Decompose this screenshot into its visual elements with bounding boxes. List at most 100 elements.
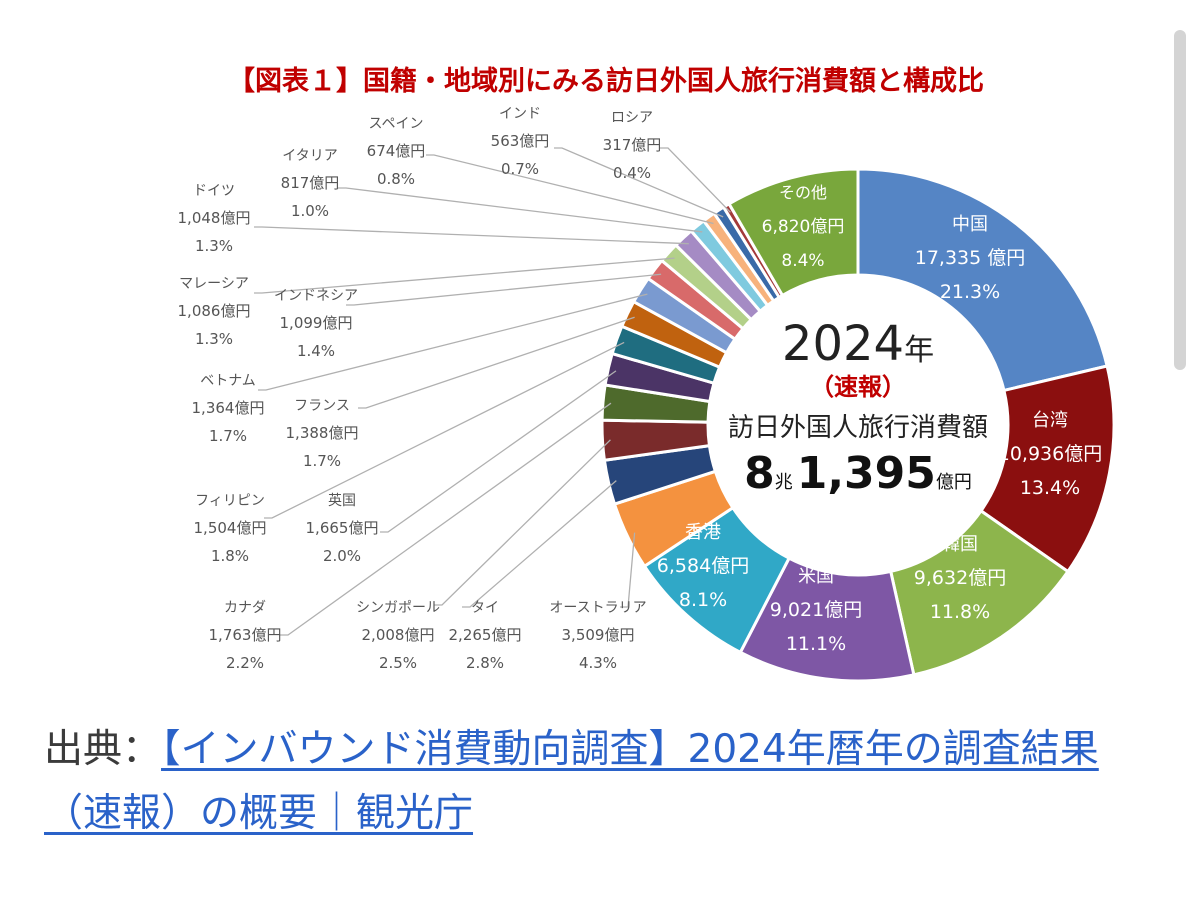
outside-label-9: 英国 1,665億円 2.0% bbox=[306, 492, 379, 565]
center-label: 訪日外国人旅行消費額 bbox=[728, 413, 988, 443]
outside-label-pct_label: 1.4% bbox=[297, 342, 335, 360]
outside-label-13: インドネシア 1,099億円 1.4% bbox=[274, 288, 358, 360]
outside-label-pct_label: 1.7% bbox=[303, 452, 341, 470]
outside-label-pct_label: 1.3% bbox=[195, 330, 233, 348]
slice-label-name: 台湾 bbox=[1032, 410, 1068, 431]
outside-label-pct_label: 1.8% bbox=[211, 547, 249, 565]
outside-label-pct_label: 2.0% bbox=[323, 547, 361, 565]
outside-label-amount: 317億円 bbox=[603, 136, 662, 154]
outside-label-name: フランス bbox=[294, 398, 350, 414]
slice-label-pct_label: 13.4% bbox=[1020, 477, 1080, 499]
leader-line-13 bbox=[346, 273, 662, 306]
outside-label-name: インドネシア bbox=[274, 288, 358, 304]
slice-label-0: 中国 17,335 億円 21.3% bbox=[915, 214, 1026, 303]
leader-line-12 bbox=[258, 293, 648, 391]
outside-label-amount: 2,008億円 bbox=[362, 626, 435, 644]
chart-title: 【図表１】国籍・地域別にみる訪日外国人旅行消費額と構成比 bbox=[228, 65, 984, 97]
center-total: 8兆1,395億円 bbox=[744, 448, 972, 499]
slice-label-name: 中国 bbox=[952, 214, 988, 235]
outside-label-14: マレーシア 1,086億円 1.3% bbox=[178, 276, 251, 348]
outside-label-pct_label: 4.3% bbox=[579, 654, 617, 672]
slice-label-amount: 9,632億円 bbox=[914, 567, 1006, 589]
slice-0 bbox=[856, 167, 1109, 393]
slice-label-2: 韓国 9,632億円 11.8% bbox=[914, 534, 1006, 623]
leader-line-11 bbox=[358, 316, 635, 409]
outside-label-10: フィリピン 1,504億円 1.8% bbox=[194, 493, 267, 565]
outside-label-pct_label: 1.7% bbox=[209, 427, 247, 445]
leader-line-17 bbox=[426, 154, 714, 225]
outside-label-name: フィリピン bbox=[195, 493, 265, 509]
source-link[interactable]: 【インバウンド消費動向調査】2024年暦年の調査結果（速報）の概要｜観光庁 bbox=[44, 727, 1099, 836]
donut-chart: 【図表１】国籍・地域別にみる訪日外国人旅行消費額と構成比 中国 17,335 億円… bbox=[178, 65, 1116, 683]
outside-label-amount: 1,364億円 bbox=[192, 399, 265, 417]
outside-label-name: スペイン bbox=[368, 116, 423, 132]
leader-line-10 bbox=[264, 341, 625, 519]
outside-label-amount: 3,509億円 bbox=[562, 626, 635, 644]
slice-label-pct_label: 11.8% bbox=[930, 601, 990, 623]
outside-label-amount: 1,048億円 bbox=[178, 209, 251, 227]
slice-label-name: その他 bbox=[779, 183, 827, 202]
outside-label-pct_label: 2.8% bbox=[466, 654, 504, 672]
outside-label-pct_label: 1.0% bbox=[291, 202, 329, 220]
leader-line-16 bbox=[338, 187, 703, 233]
outside-label-11: フランス 1,388億円 1.7% bbox=[286, 398, 359, 470]
leader-line-14 bbox=[254, 257, 675, 294]
outside-label-15: ドイツ 1,048億円 1.3% bbox=[178, 183, 251, 255]
outside-label-amount: 1,099億円 bbox=[280, 314, 353, 332]
leader-line-18 bbox=[554, 147, 724, 218]
outside-label-name: シンガポール bbox=[356, 600, 440, 616]
leader-line-8 bbox=[280, 402, 612, 636]
outside-label-8: カナダ 1,763億円 2.2% bbox=[209, 600, 282, 672]
slice-label-pct_label: 8.4% bbox=[781, 251, 824, 271]
slice-label-name: 香港 bbox=[685, 522, 721, 543]
outside-label-amount: 674億円 bbox=[367, 142, 426, 160]
outside-label-name: 英国 bbox=[328, 492, 356, 509]
outside-label-name: ロシア bbox=[611, 110, 653, 126]
outside-label-19: ロシア 317億円 0.4% bbox=[603, 110, 662, 182]
outside-label-amount: 563億円 bbox=[491, 132, 550, 150]
leader-line-15 bbox=[254, 226, 689, 245]
outside-label-pct_label: 0.4% bbox=[613, 164, 651, 182]
outside-label-6: タイ 2,265億円 2.8% bbox=[449, 600, 522, 672]
outside-label-18: インド 563億円 0.7% bbox=[491, 106, 550, 178]
outside-label-17: スペイン 674億円 0.8% bbox=[367, 116, 426, 188]
outside-label-16: イタリア 817億円 1.0% bbox=[281, 148, 340, 220]
outside-label-5: オーストラリア 3,509億円 4.3% bbox=[549, 600, 646, 672]
outside-label-name: カナダ bbox=[224, 600, 266, 616]
scrollbar[interactable] bbox=[1174, 30, 1186, 370]
outside-label-pct_label: 0.8% bbox=[377, 170, 415, 188]
outside-label-pct_label: 2.2% bbox=[226, 654, 264, 672]
outside-label-name: ベトナム bbox=[200, 373, 256, 389]
leader-line-9 bbox=[380, 370, 617, 533]
outside-label-7: シンガポール 2,008億円 2.5% bbox=[356, 600, 440, 672]
outside-label-12: ベトナム 1,364億円 1.7% bbox=[192, 373, 265, 445]
slice-label-name: 韓国 bbox=[942, 534, 978, 555]
center-note: （速報） bbox=[810, 373, 906, 401]
slice-label-pct_label: 11.1% bbox=[786, 633, 846, 655]
outside-label-pct_label: 0.7% bbox=[501, 160, 539, 178]
slice-label-name: 米国 bbox=[798, 566, 834, 587]
outside-label-amount: 1,665億円 bbox=[306, 519, 379, 537]
source-caption: 出典：【インバウンド消費動向調査】2024年暦年の調査結果（速報）の概要｜観光庁 bbox=[44, 718, 1154, 846]
outside-label-amount: 1,763億円 bbox=[209, 626, 282, 644]
outside-label-pct_label: 2.5% bbox=[379, 654, 417, 672]
slice-20 bbox=[727, 167, 860, 298]
slice-label-pct_label: 21.3% bbox=[940, 281, 1000, 303]
outside-label-name: マレーシア bbox=[179, 276, 249, 292]
slice-label-amount: 17,335 億円 bbox=[915, 247, 1026, 269]
slice-label-amount: 6,584億円 bbox=[657, 555, 749, 577]
slice-label-1: 台湾 10,936億円 13.4% bbox=[998, 410, 1102, 499]
slice-label-amount: 10,936億円 bbox=[998, 443, 1102, 465]
outside-label-amount: 1,388億円 bbox=[286, 424, 359, 442]
outside-label-amount: 1,086億円 bbox=[178, 302, 251, 320]
center-year: 2024年 bbox=[782, 316, 934, 372]
slice-label-20: その他 6,820億円 8.4% bbox=[762, 183, 845, 271]
slice-label-3: 米国 9,021億円 11.1% bbox=[770, 566, 862, 655]
outside-label-amount: 1,504億円 bbox=[194, 519, 267, 537]
outside-label-name: ドイツ bbox=[193, 183, 235, 199]
outside-label-pct_label: 1.3% bbox=[195, 237, 233, 255]
outside-label-name: イタリア bbox=[282, 148, 337, 164]
slice-label-amount: 9,021億円 bbox=[770, 599, 862, 621]
outside-label-name: オーストラリア bbox=[549, 600, 646, 616]
outside-label-name: タイ bbox=[471, 600, 499, 616]
